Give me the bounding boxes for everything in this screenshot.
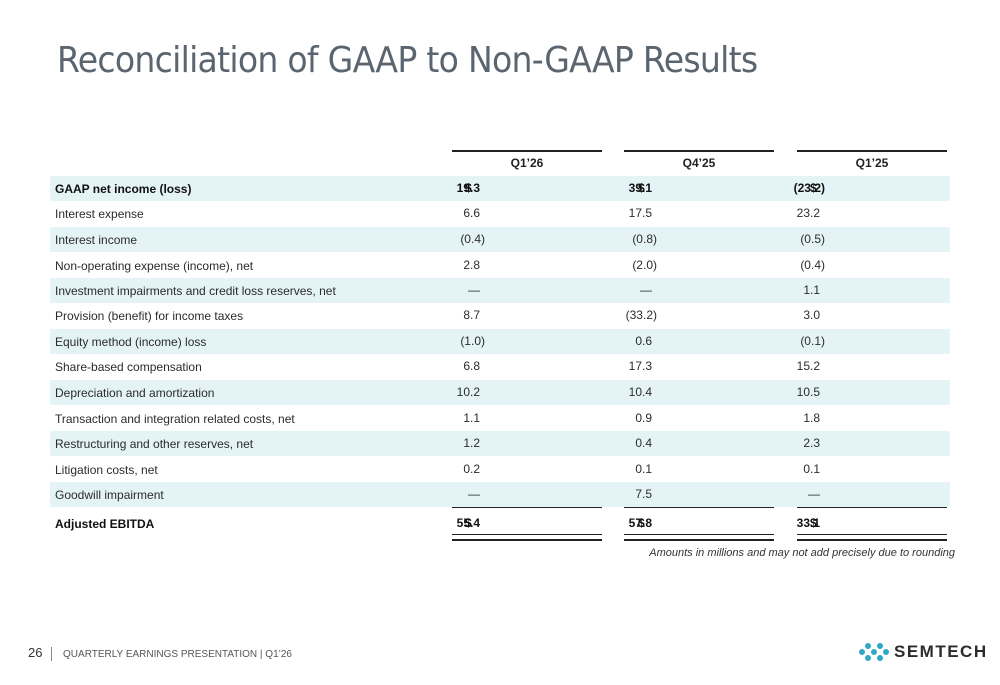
cell-value: 1.1: [463, 411, 480, 425]
cell-value: (0.1): [800, 334, 825, 348]
currency-symbol: $: [465, 181, 472, 195]
cell-value: (33.2): [625, 308, 657, 322]
cell-value: (0.5): [800, 232, 825, 246]
cell-value: (23.2): [793, 181, 825, 195]
cell-value: 0.6: [635, 334, 652, 348]
table-row: Litigation costs, net 0.2 0.1 0.1: [50, 457, 950, 482]
table-row: Provision (benefit) for income taxes 8.7 (…: [50, 303, 950, 328]
column-header: Q1’26: [452, 150, 602, 176]
row-label: Depreciation and amortization: [55, 386, 215, 400]
cell-value: 10.2: [456, 385, 480, 399]
cell-value: 1.8: [803, 411, 820, 425]
currency-symbol: $: [810, 181, 817, 195]
cell-value: 33.1: [796, 516, 820, 530]
total-double-rule: [452, 534, 602, 541]
cell-value: (0.4): [460, 232, 485, 246]
cell-value: (0.8): [632, 232, 657, 246]
cell-value: 0.1: [635, 462, 652, 476]
row-label: Adjusted EBITDA: [55, 517, 155, 531]
cell-value: —: [468, 283, 480, 297]
row-label: Share-based compensation: [55, 360, 202, 374]
row-label: Interest expense: [55, 207, 144, 221]
cell-value: —: [640, 283, 652, 297]
row-label: Interest income: [55, 233, 138, 247]
cell-value: 0.9: [635, 411, 652, 425]
footer: 26 QUARTERLY EARNINGS PRESENTATION | Q1’…: [28, 645, 292, 662]
cell-value: 6.8: [463, 359, 480, 373]
row-label: Equity method (income) loss: [55, 335, 207, 349]
cell-value: 15.2: [796, 359, 820, 373]
cell-value: 7.5: [635, 487, 652, 501]
row-label: Non-operating expense (income), net: [55, 259, 254, 273]
cell-value: —: [468, 487, 480, 501]
table-row: Interest income (0.4) (0.8) (0.5): [50, 227, 950, 252]
currency-symbol: $: [638, 181, 645, 195]
cell-value: 39.1: [628, 181, 652, 195]
semtech-logo: SEMTECH: [858, 640, 988, 664]
cell-value: 10.5: [796, 385, 820, 399]
row-label: Investment impairments and credit loss r…: [55, 284, 336, 298]
logo-text: SEMTECH: [894, 642, 988, 661]
subtotal-rule: [452, 507, 602, 508]
cell-value: —: [808, 487, 820, 501]
page-number: 26: [28, 645, 43, 660]
table-row: GAAP net income (loss) $19.3 $39.1 $ (23.2): [50, 176, 950, 201]
table-row: Non-operating expense (income), net 2.8 (2…: [50, 253, 950, 278]
semtech-logo-icon: [859, 643, 889, 661]
footer-divider: [51, 647, 53, 662]
currency-symbol: $: [810, 516, 817, 530]
cell-value: 8.7: [463, 308, 480, 322]
footer-text: QUARTERLY EARNINGS PRESENTATION | Q1’26: [63, 649, 292, 660]
cell-value: 0.4: [635, 436, 652, 450]
cell-value: 6.6: [463, 206, 480, 220]
cell-value: (2.0): [632, 258, 657, 272]
table-row: Goodwill impairment — 7.5 —: [50, 482, 950, 507]
row-label: Transaction and integration related cost…: [55, 412, 295, 426]
cell-value: 2.8: [463, 258, 480, 272]
cell-value: 0.1: [803, 462, 820, 476]
row-label: Provision (benefit) for income taxes: [55, 309, 244, 323]
total-double-rule: [797, 534, 947, 541]
cell-value: 0.2: [463, 462, 480, 476]
cell-value: (1.0): [460, 334, 485, 348]
table-row: Depreciation and amortization 10.2 10.4 10.…: [50, 380, 950, 405]
cell-value: 2.3: [803, 436, 820, 450]
cell-value: 1.1: [803, 283, 820, 297]
cell-value: 57.8: [628, 516, 652, 530]
cell-value: 19.3: [456, 181, 480, 195]
cell-value: 55.4: [456, 516, 480, 530]
table-row: Adjusted EBITDA $55.4 $57.8 $33.1: [50, 511, 950, 536]
cell-value: 17.5: [628, 206, 652, 220]
cell-value: 3.0: [803, 308, 820, 322]
table-row: Transaction and integration related cost…: [50, 406, 950, 431]
cell-value: 10.4: [628, 385, 652, 399]
cell-value: 17.3: [628, 359, 652, 373]
subtotal-rule: [624, 507, 774, 508]
table-row: Restructuring and other reserves, net 1.2…: [50, 431, 950, 456]
table-row: Share-based compensation 6.8 17.3 15.2: [50, 354, 950, 379]
column-header: Q4’25: [624, 150, 774, 176]
row-label: GAAP net income (loss): [55, 182, 192, 196]
currency-symbol: $: [465, 516, 472, 530]
subtotal-rule: [797, 507, 947, 508]
table-row: Interest expense 6.6 17.5 23.2: [50, 201, 950, 226]
table-row: Equity method (income) loss (1.0) 0.6 (0.1): [50, 329, 950, 354]
currency-symbol: $: [638, 516, 645, 530]
cell-value: 23.2: [796, 206, 820, 220]
table-row: Investment impairments and credit loss r…: [50, 278, 950, 303]
column-header: Q1’25: [797, 150, 947, 176]
page-title: Reconciliation of GAAP to Non-GAAP Resul…: [57, 40, 758, 81]
row-label: Restructuring and other reserves, net: [55, 437, 254, 451]
row-label: Litigation costs, net: [55, 463, 158, 477]
cell-value: (0.4): [800, 258, 825, 272]
footnote: Amounts in millions and may not add prec…: [649, 547, 955, 559]
cell-value: 1.2: [463, 436, 480, 450]
row-label: Goodwill impairment: [55, 488, 164, 502]
total-double-rule: [624, 534, 774, 541]
